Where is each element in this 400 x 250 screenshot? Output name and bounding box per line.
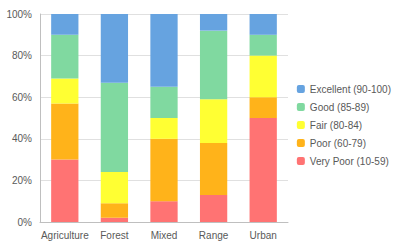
svg-text:Agriculture: Agriculture bbox=[41, 230, 89, 241]
svg-text:100%: 100% bbox=[6, 9, 32, 20]
svg-text:Good (85-89): Good (85-89) bbox=[310, 102, 369, 113]
svg-text:40%: 40% bbox=[12, 133, 32, 144]
svg-text:Poor (60-79): Poor (60-79) bbox=[310, 138, 366, 149]
svg-text:Mixed: Mixed bbox=[151, 230, 178, 241]
svg-text:Fair (80-84): Fair (80-84) bbox=[310, 120, 362, 131]
svg-text:Range: Range bbox=[199, 230, 229, 241]
svg-text:0%: 0% bbox=[18, 217, 33, 228]
svg-text:60%: 60% bbox=[12, 92, 32, 103]
svg-text:Very Poor (10-59): Very Poor (10-59) bbox=[310, 156, 389, 167]
svg-text:Forest: Forest bbox=[100, 230, 129, 241]
svg-text:Urban: Urban bbox=[250, 230, 277, 241]
svg-text:80%: 80% bbox=[12, 50, 32, 61]
svg-text:20%: 20% bbox=[12, 175, 32, 186]
svg-text:Excellent (90-100): Excellent (90-100) bbox=[310, 84, 391, 95]
